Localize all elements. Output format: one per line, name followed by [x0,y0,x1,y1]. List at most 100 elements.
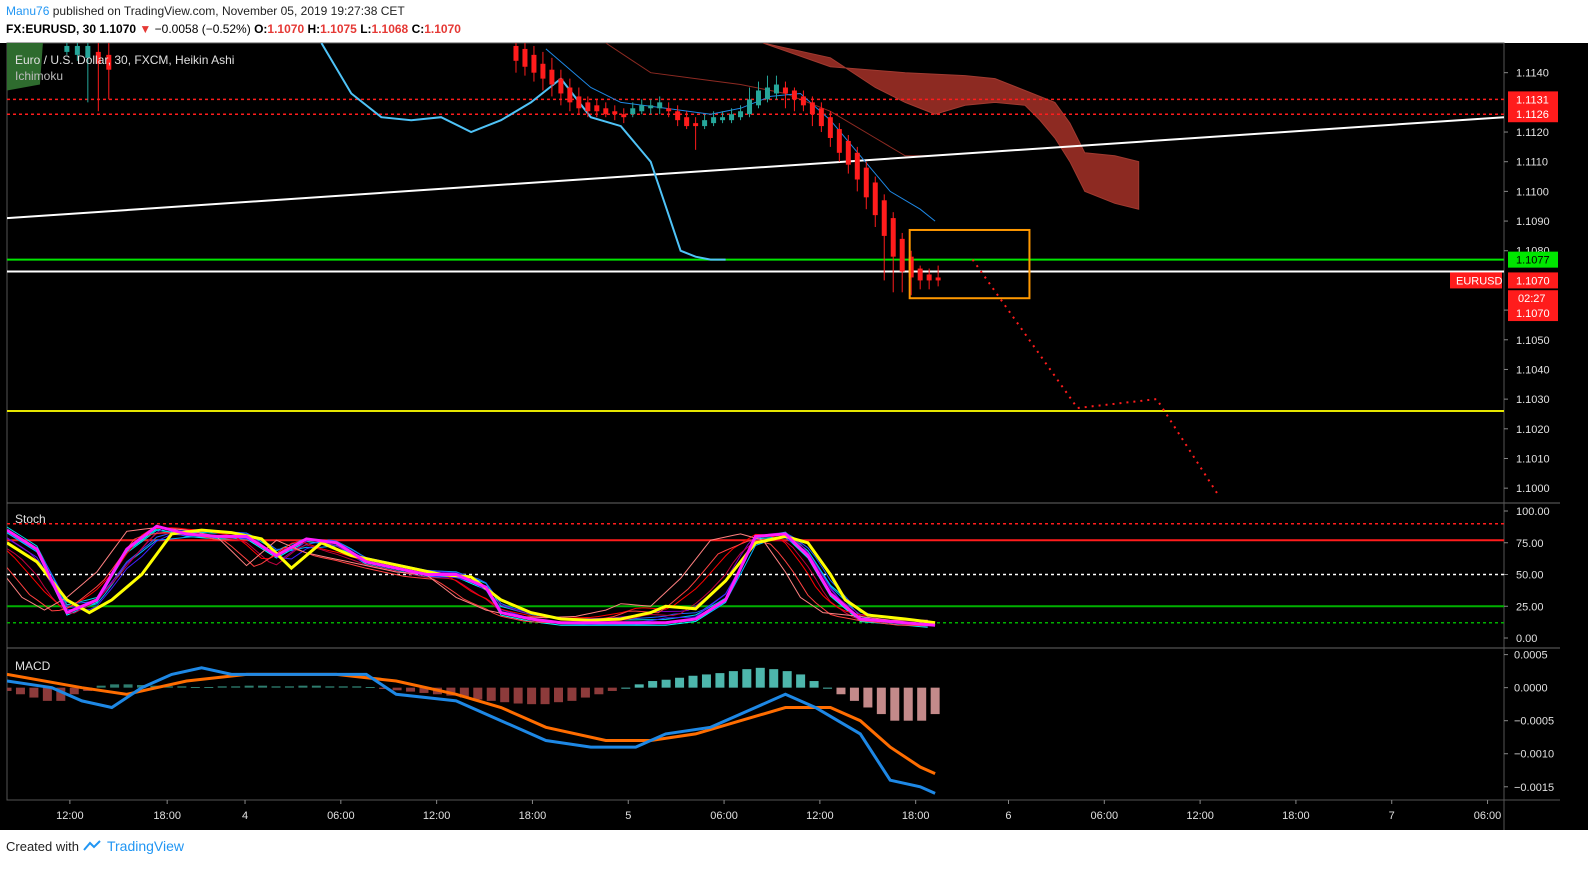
candle-body [612,111,618,115]
macd-histogram-bar [876,687,886,715]
time-tick-label: 12:00 [423,810,451,822]
macd-histogram-bar [890,687,900,721]
macd-histogram-bar [755,667,765,688]
candle-body [908,256,914,278]
macd-pane [7,666,940,795]
candle-body [836,129,842,153]
candle-body [926,274,932,281]
macd-histogram-bar [96,685,106,688]
candle-body [764,87,770,100]
candle-body [594,105,600,112]
macd-histogram-bar [284,686,294,688]
macd-histogram-bar [554,687,564,703]
candle-body [558,78,564,94]
macd-histogram-bar [742,669,752,688]
price-change: −0.0058 (−0.52%) [154,22,251,36]
macd-histogram-bar [271,686,281,688]
macd-histogram-bar [244,685,254,688]
macd-histogram-bar [621,687,631,689]
price-label: 1.1131 [1516,94,1549,106]
candle-body [854,152,860,180]
price-tick-label: 1.1100 [1516,186,1549,198]
tradingview-link[interactable]: TradingView [106,838,185,854]
macd-tick-label: 0.0005 [1514,650,1548,662]
candle-body [522,48,528,67]
time-tick-label: 06:00 [1474,810,1502,822]
candle-body [513,45,519,61]
macd-tick-label: −0.0010 [1514,749,1554,761]
projection-box [908,228,1031,300]
candle-body [106,54,112,70]
price-label-box [1508,91,1558,108]
macd-histogram-bar [728,671,738,688]
candle-body [657,102,663,109]
time-tick-label: 06:00 [710,810,738,822]
stoch-tick-label: 25.00 [1516,601,1544,613]
price-label-box [1508,290,1558,307]
macd-histogram-bar [231,686,241,688]
macd-histogram-bar [419,687,429,693]
price-label-box [1508,106,1558,123]
macd-histogram-bar [567,687,577,701]
macd-histogram-bar [607,687,617,691]
time-tick-label: 12:00 [1186,810,1214,822]
macd-histogram-bar [540,687,550,705]
time-tick-label: 18:00 [1282,810,1310,822]
candle-body [85,45,91,58]
candle-body [755,90,761,106]
tradingview-logo-icon [83,840,101,851]
candle-body [639,105,645,112]
author-link[interactable]: Manu76 [6,4,50,18]
macd-histogram-bar [110,684,120,688]
macd-histogram-bar [486,687,496,701]
candle-body [773,84,779,94]
price-tick-label: 1.1120 [1516,127,1549,139]
price-tick-label: 1.1110 [1516,157,1548,169]
candle-body [702,120,708,127]
chart-canvas[interactable]: Euro / U.S. Dollar, 30, FXCM, Heikin Ash… [0,40,1588,830]
macd-histogram-bar [675,677,685,688]
macd-histogram-bar [809,681,819,688]
candle-body [64,45,70,52]
trendline [7,116,1504,220]
macd-histogram-bar [204,686,214,688]
candle-body [549,69,555,85]
price-label-box [1508,305,1558,322]
price-tick-label: 1.1090 [1516,216,1550,228]
macd-histogram-bar [527,687,537,705]
candle-body [666,108,672,112]
time-tick-label: 12:00 [806,810,834,822]
macd-histogram-bar [769,669,779,688]
candle-body [720,117,726,121]
macd-histogram-bar [56,687,66,701]
stoch-tick-label: 0.00 [1516,633,1537,645]
price-tick-label: 1.1020 [1516,424,1550,436]
candle-body [845,140,851,165]
macd-histogram-bar [930,687,940,715]
price-pane [7,43,1504,498]
macd-histogram-bar [688,675,698,688]
macd-histogram-bar [7,687,12,691]
kumo-cloud-bullish [7,43,43,91]
candle-body [738,111,744,118]
footer: Created with TradingView [6,838,184,854]
candle-body [827,117,833,138]
price-label: 1.1070 [1516,308,1550,320]
macd-histogram-bar [594,687,604,695]
symbol-tag-box [1450,272,1502,289]
macd-histogram-bar [648,681,658,688]
candle-body [899,238,905,272]
stoch-title: Stoch [15,512,46,526]
macd-line [7,666,936,795]
chart-title: Euro / U.S. Dollar, 30, FXCM, Heikin Ash… [15,53,234,67]
kumo-cloud [762,43,1140,210]
macd-histogram-bar [298,685,308,688]
publish-info: Manu76 published on TradingView.com, Nov… [6,4,405,18]
candle-body [621,114,627,118]
time-tick-label: 18:00 [153,810,181,822]
macd-histogram-bar [823,687,833,689]
stoch-ribbon-line [7,531,928,626]
candle-body [935,277,941,281]
price-tick-label: 1.1140 [1516,68,1549,80]
stoch-tick-label: 75.00 [1516,538,1544,550]
